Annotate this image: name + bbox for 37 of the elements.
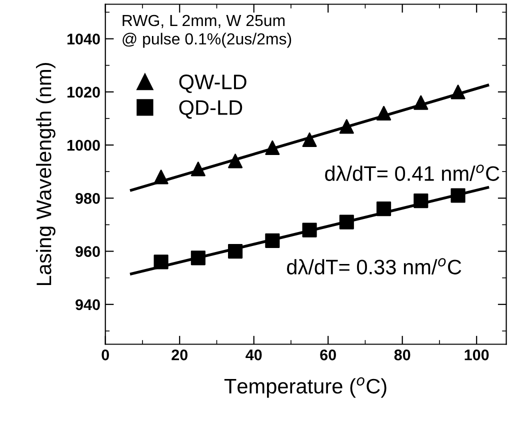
point <box>450 188 466 203</box>
x-tick-label: 40 <box>246 350 262 360</box>
point <box>302 132 317 148</box>
y-tick-label: 980 <box>76 193 100 204</box>
point <box>265 233 280 248</box>
annotation: dλ/dT= 0.33 nm/$^{o}$C <box>287 258 462 274</box>
y-tick-label: 1020 <box>67 86 100 98</box>
point <box>376 201 392 216</box>
y-axis-title: Lasing Wavelength (nm) <box>36 63 56 286</box>
x-tick-label: 60 <box>320 350 336 360</box>
y-tick-label: 940 <box>76 299 100 310</box>
x-axis-title: Temperature ($^{o}$C) <box>224 377 386 398</box>
annotation: RWG, L 2mm, W 25um @ pulse 0.1%(2us/2ms) <box>122 14 292 48</box>
point <box>339 214 354 230</box>
point <box>414 95 428 110</box>
y-tick-label: 1000 <box>67 140 100 151</box>
x-tick-label: 20 <box>172 350 188 360</box>
x-tick-label: 80 <box>394 350 410 360</box>
legend-label: QW-LD <box>179 74 246 94</box>
y-tick-label: 1040 <box>67 34 100 44</box>
annotation: dλ/dT= 0.41 nm/$^{o}$C <box>325 164 500 181</box>
x-tick-label: 0 <box>102 350 109 360</box>
point <box>339 119 354 134</box>
point <box>154 170 168 184</box>
point <box>190 250 206 266</box>
y-tick-label: 960 <box>76 246 100 257</box>
point <box>228 244 243 259</box>
x-tick-label: 100 <box>464 350 489 360</box>
point <box>228 154 243 168</box>
point <box>154 254 168 270</box>
point <box>302 222 317 238</box>
point <box>376 106 392 120</box>
point <box>450 84 466 100</box>
point <box>414 194 428 208</box>
legend-label: QD-LD <box>179 100 242 119</box>
point <box>265 140 280 155</box>
point <box>190 162 206 176</box>
